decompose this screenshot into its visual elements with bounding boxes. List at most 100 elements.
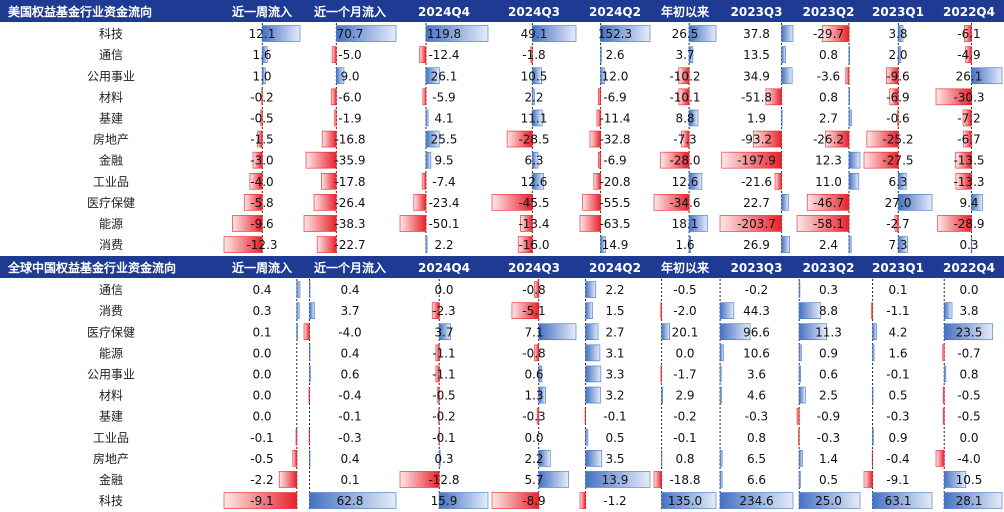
- data-label: 6.3: [524, 154, 543, 168]
- data-bar: [321, 130, 337, 148]
- column-header: 2022Q4: [943, 5, 995, 19]
- table-title: 美国权益基金行业资金流向: [8, 4, 152, 19]
- data-label: -0.1: [250, 431, 273, 445]
- data-label: -3.0: [250, 154, 273, 168]
- data-bar: [309, 365, 311, 383]
- data-label: -0.7: [957, 346, 980, 360]
- data-label: -0.2: [673, 410, 696, 424]
- data-bar: [719, 365, 722, 383]
- data-bar: [421, 172, 427, 190]
- data-bar: [435, 365, 440, 383]
- data-bar: [585, 281, 597, 298]
- data-label: 0.4: [340, 452, 359, 466]
- data-bar: [942, 386, 945, 404]
- data-bar: [678, 88, 690, 106]
- data-label: 6.3: [888, 175, 907, 189]
- data-label: -23.4: [428, 196, 459, 210]
- data-bar: [511, 302, 540, 319]
- data-label: 3.7: [675, 48, 694, 62]
- data-label: -30.3: [953, 90, 984, 104]
- data-label: -16.0: [518, 238, 549, 252]
- row-label: 医疗保健: [87, 196, 135, 210]
- data-label: -2.0: [673, 304, 696, 318]
- data-bar: [942, 407, 945, 425]
- data-label: 0.1: [252, 325, 271, 339]
- data-bar: [252, 151, 263, 169]
- data-bar: [305, 151, 337, 169]
- data-label: -10.2: [669, 69, 700, 83]
- data-bar: [309, 492, 397, 509]
- data-label: -0.5: [957, 410, 980, 424]
- table-header-bar: [0, 0, 1004, 22]
- data-label: -46.7: [813, 196, 844, 210]
- data-label: -0.3: [745, 410, 768, 424]
- row-label: 通信: [99, 48, 123, 62]
- data-label: 26.5: [672, 27, 699, 41]
- data-label: -38.3: [334, 217, 365, 231]
- data-label: -58.1: [813, 217, 844, 231]
- data-bar: [437, 386, 440, 404]
- column-header: 近一个月流入: [314, 260, 386, 275]
- data-label: -1.1: [432, 346, 455, 360]
- column-header: 近一周流入: [232, 260, 292, 275]
- data-label: -1.2: [603, 494, 626, 508]
- data-bar: [796, 215, 850, 232]
- data-label: 25.0: [815, 494, 842, 508]
- data-bar: [798, 344, 802, 362]
- data-bar: [897, 109, 899, 127]
- data-label: -20.8: [599, 175, 630, 189]
- data-label: -22.7: [334, 238, 365, 252]
- data-label: 5.7: [524, 473, 543, 487]
- data-label: 37.8: [743, 27, 770, 41]
- data-label: -0.5: [957, 389, 980, 403]
- data-label: 27.0: [885, 196, 912, 210]
- data-bar: [781, 194, 789, 211]
- data-bar: [422, 88, 427, 106]
- data-bar: [598, 88, 601, 106]
- data-label: -2.7: [886, 217, 909, 231]
- data-bar: [781, 46, 786, 63]
- data-bar: [532, 25, 577, 42]
- data-bar: [848, 109, 852, 127]
- data-bar: [962, 109, 972, 127]
- data-bar: [872, 428, 874, 446]
- data-bar: [585, 428, 589, 446]
- data-bar: [848, 88, 851, 106]
- data-label: 4.6: [747, 389, 766, 403]
- data-label: 12.6: [672, 175, 699, 189]
- data-bar: [688, 25, 717, 42]
- data-label: 6.5: [747, 452, 766, 466]
- data-label: -4.9: [957, 48, 980, 62]
- column-header: 2023Q3: [731, 261, 783, 275]
- column-header: 2023Q1: [872, 5, 924, 19]
- data-label: -0.3: [338, 431, 361, 445]
- data-bar: [425, 130, 440, 148]
- data-bar: [330, 88, 337, 106]
- data-label: 1.6: [888, 346, 907, 360]
- data-bar: [688, 172, 703, 190]
- data-label: -0.3: [817, 431, 840, 445]
- data-label: 26.1: [956, 69, 983, 83]
- data-bar: [866, 130, 899, 148]
- data-label: -12.8: [428, 473, 459, 487]
- data-label: -4.0: [250, 175, 273, 189]
- data-bar: [593, 172, 601, 190]
- data-label: 0.6: [524, 367, 543, 381]
- row-label: 金融: [99, 153, 123, 168]
- data-label: -0.8: [522, 346, 545, 360]
- data-bar: [943, 471, 967, 488]
- data-label: -13.3: [953, 175, 984, 189]
- data-label: -13.4: [518, 217, 549, 231]
- data-label: 0.5: [605, 431, 624, 445]
- data-label: 0.1: [340, 473, 359, 487]
- data-bar: [774, 172, 782, 190]
- data-bar: [963, 130, 972, 148]
- data-bar: [506, 130, 533, 148]
- data-bar: [719, 215, 782, 232]
- table-header-bar: [0, 256, 1004, 278]
- row-label: 工业品: [93, 175, 129, 189]
- row-label: 公用事业: [87, 367, 135, 381]
- data-bar: [600, 67, 605, 85]
- data-label: -6.9: [603, 154, 626, 168]
- data-label: -93.2: [741, 133, 772, 147]
